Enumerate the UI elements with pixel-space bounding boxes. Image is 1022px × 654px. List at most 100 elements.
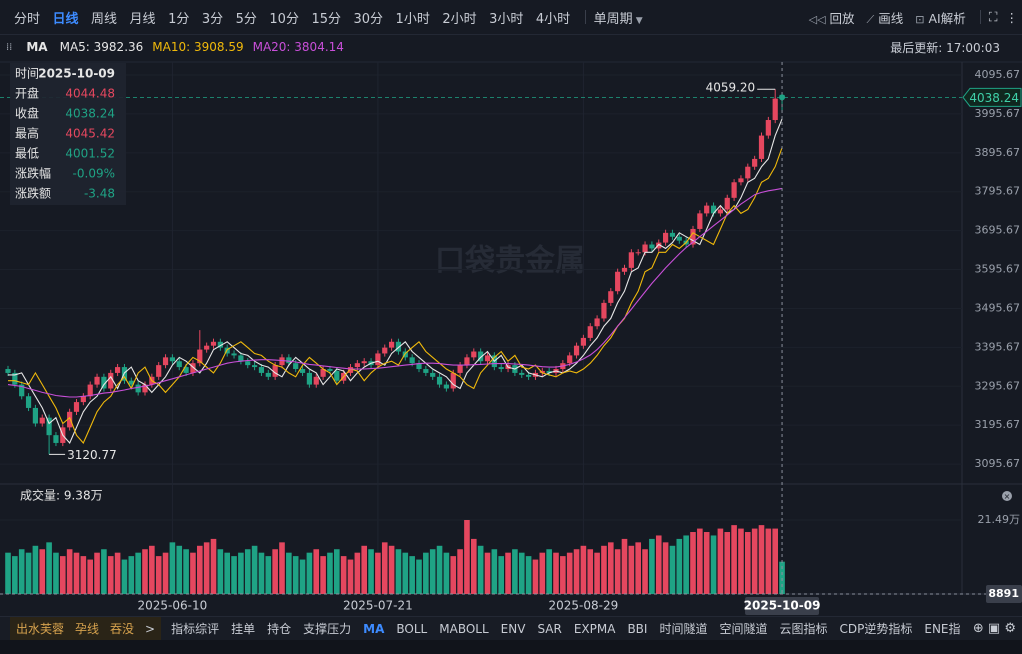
period-tab[interactable]: 10分 <box>269 11 299 27</box>
indicator-tab[interactable]: 空间隧道 <box>719 622 768 636</box>
indicator-tab[interactable]: ENE指 <box>924 622 961 636</box>
ma-legend: ⁞⁞ MA MA5: 3982.36 MA10: 3908.59 MA20: 380… <box>0 35 1022 59</box>
candle-body <box>635 252 641 254</box>
indicator-tab[interactable]: 挂单 <box>231 622 256 636</box>
edit-icon[interactable]: ▣ <box>987 621 1001 636</box>
cursor-value-box <box>986 585 1022 603</box>
candle-body <box>731 182 737 198</box>
volume-bar <box>12 556 18 594</box>
volume-bar <box>731 525 737 594</box>
period-tab[interactable]: 1小时 <box>395 11 430 27</box>
indicator-tab[interactable]: EXPMA <box>573 621 616 636</box>
volume-bar <box>402 552 409 594</box>
settings-icon[interactable]: ⁞⁞ <box>6 41 13 53</box>
volume-bar <box>573 549 580 594</box>
indicator-tab[interactable]: SAR <box>537 621 562 636</box>
candle-body <box>252 365 258 368</box>
volume-bar <box>286 552 292 594</box>
more-icon[interactable]: ⋮ <box>1005 9 1019 25</box>
candle-body <box>245 361 251 366</box>
ma-line <box>8 147 783 445</box>
pattern-tab[interactable]: 出水芙蓉 <box>16 622 65 636</box>
candle-body <box>272 365 278 377</box>
volume-bar <box>73 552 80 594</box>
indicator-tab[interactable]: BOLL <box>396 621 428 636</box>
volume-bar <box>381 542 388 594</box>
candle-body <box>717 209 723 214</box>
candle-body <box>320 369 326 377</box>
add-icon[interactable]: ⊕ <box>972 621 984 636</box>
period-tab[interactable]: 15分 <box>311 11 341 27</box>
volume-bar <box>710 535 717 594</box>
period-tab[interactable]: 3小时 <box>489 11 524 27</box>
indicator-tab[interactable]: ENV <box>500 621 526 636</box>
info-value: -3.48 <box>84 187 115 201</box>
volume-bar <box>87 559 93 594</box>
volume-bar <box>628 545 635 594</box>
tool-button[interactable]: ⟋ 画线 <box>867 8 904 27</box>
candle-body <box>676 236 682 241</box>
period-tab[interactable]: 分时 <box>14 11 41 27</box>
candle-body <box>265 372 271 377</box>
indicator-tab[interactable]: CDP逆势指标 <box>839 622 913 636</box>
separator <box>584 10 586 24</box>
volume-bar <box>738 528 744 594</box>
candle-body <box>710 205 717 214</box>
tool-button[interactable]: ◁◁ 回放 <box>809 8 855 27</box>
candle-body <box>382 347 388 354</box>
candle-body <box>73 402 80 412</box>
settings-icon[interactable]: ⚙ <box>1004 621 1016 636</box>
period-tab[interactable]: 2小时 <box>442 11 477 27</box>
tool-button[interactable]: ⊡ AI解析 <box>915 8 965 27</box>
pattern-tab[interactable]: 孕线 <box>75 622 100 636</box>
indicator-tab[interactable]: 指标综评 <box>171 622 220 636</box>
info-value: 2025-10-09 <box>38 67 115 81</box>
volume-bar <box>135 552 141 594</box>
volume-bar <box>155 556 162 594</box>
period-tab[interactable]: 5分 <box>235 11 257 27</box>
tool-label: 回放 <box>829 10 855 26</box>
period-tab[interactable]: 月线 <box>129 11 156 27</box>
indicator-tab[interactable]: BBI <box>627 621 648 636</box>
period-tab[interactable]: 周线 <box>91 11 118 27</box>
candle-body <box>758 135 765 159</box>
candle-body <box>669 232 676 237</box>
fullscreen-icon[interactable]: ⛶ <box>988 9 998 24</box>
period-tab[interactable]: 日线 <box>52 11 79 27</box>
y-tick-label: 3295.67 <box>975 379 1021 392</box>
indicator-tab[interactable]: 支撑压力 <box>303 622 352 636</box>
candle-body <box>176 361 182 368</box>
volume-bar <box>512 549 518 594</box>
indicator-tab[interactable]: 持仓 <box>267 622 292 636</box>
volume-bar <box>354 552 361 594</box>
volume-bar <box>121 559 128 594</box>
cycle-select[interactable]: 单周期 ▼ <box>594 8 643 27</box>
candle-body <box>210 341 217 346</box>
candle-body <box>587 326 593 338</box>
period-tab[interactable]: 30分 <box>353 11 384 27</box>
indicator-tab[interactable]: MA <box>363 621 385 636</box>
y-tick-label: 3495.67 <box>975 301 1021 314</box>
indicator-tab[interactable]: 时间隧道 <box>659 622 708 636</box>
scroll-arrow[interactable]: > <box>145 621 156 636</box>
volume-bar <box>423 552 429 594</box>
y-tick-label: 3695.67 <box>975 224 1021 237</box>
volume-bar <box>53 552 59 594</box>
period-tab[interactable]: 3分 <box>201 11 224 27</box>
info-label: 涨跌额 <box>15 186 51 201</box>
candle-body <box>279 357 285 366</box>
period-tab[interactable]: 1分 <box>168 11 190 27</box>
last-price-dot <box>779 94 786 101</box>
period-tab[interactable]: 4小时 <box>535 11 571 27</box>
pattern-tab[interactable]: 吞没 <box>110 622 135 636</box>
last-price-tag <box>962 87 1022 107</box>
candle-body <box>12 372 18 385</box>
info-label: 最低 <box>15 147 39 161</box>
volume-bar <box>169 542 176 594</box>
ma-title[interactable]: MA <box>26 40 48 54</box>
indicator-tab[interactable]: 云图指标 <box>779 622 828 636</box>
close-icon[interactable] <box>1002 491 1012 501</box>
indicator-tab[interactable]: MABOLL <box>439 621 489 636</box>
volume-bar <box>649 538 655 594</box>
volume-bar <box>375 552 381 594</box>
